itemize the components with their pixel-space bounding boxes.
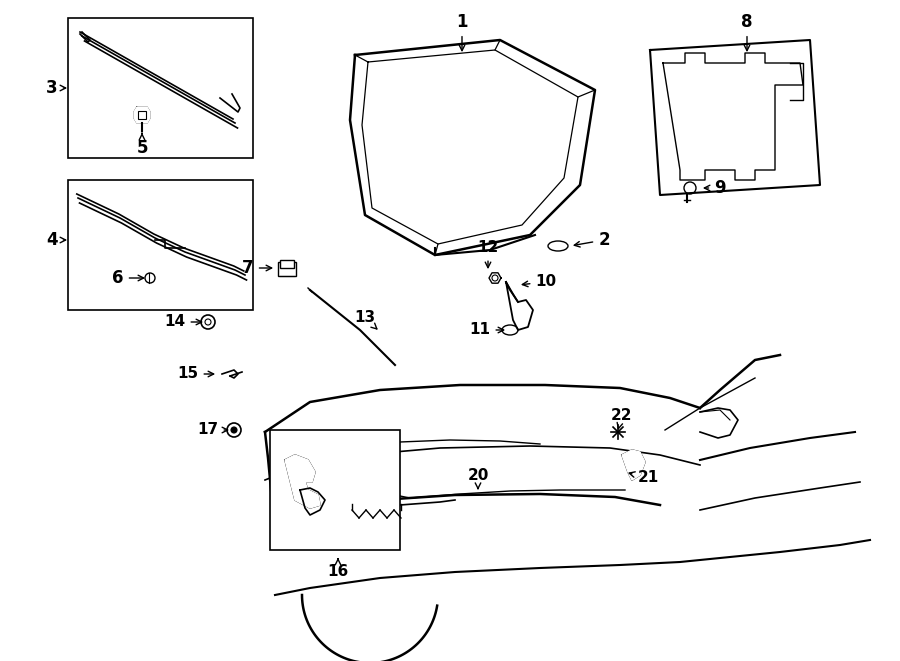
Bar — [68, 180, 253, 310]
Bar — [138, 111, 146, 119]
Text: 17: 17 — [197, 422, 228, 438]
Text: 3: 3 — [46, 79, 66, 97]
Text: 8: 8 — [742, 13, 752, 51]
Text: 14: 14 — [165, 315, 202, 329]
Text: 20: 20 — [467, 467, 489, 488]
Text: 13: 13 — [355, 311, 377, 329]
Bar — [280, 260, 294, 268]
Text: 7: 7 — [242, 259, 272, 277]
Text: 2: 2 — [574, 231, 610, 249]
Text: 6: 6 — [112, 269, 144, 287]
Text: 5: 5 — [136, 134, 148, 157]
Text: 22: 22 — [611, 407, 633, 428]
Text: 11: 11 — [470, 323, 504, 338]
Bar — [278, 262, 296, 276]
Text: 12: 12 — [477, 241, 499, 268]
Text: 1: 1 — [456, 13, 468, 51]
Circle shape — [231, 427, 237, 433]
Polygon shape — [622, 450, 645, 480]
Text: 9: 9 — [705, 179, 725, 197]
Text: 4: 4 — [46, 231, 66, 249]
Text: 19: 19 — [309, 524, 328, 547]
Polygon shape — [285, 455, 320, 508]
Text: 18: 18 — [348, 527, 368, 547]
Text: 21: 21 — [629, 471, 659, 485]
Text: 15: 15 — [177, 366, 213, 381]
Text: 16: 16 — [328, 559, 348, 580]
Polygon shape — [134, 107, 150, 123]
Bar — [68, 18, 253, 158]
Text: 10: 10 — [522, 274, 556, 290]
Bar — [270, 430, 400, 550]
